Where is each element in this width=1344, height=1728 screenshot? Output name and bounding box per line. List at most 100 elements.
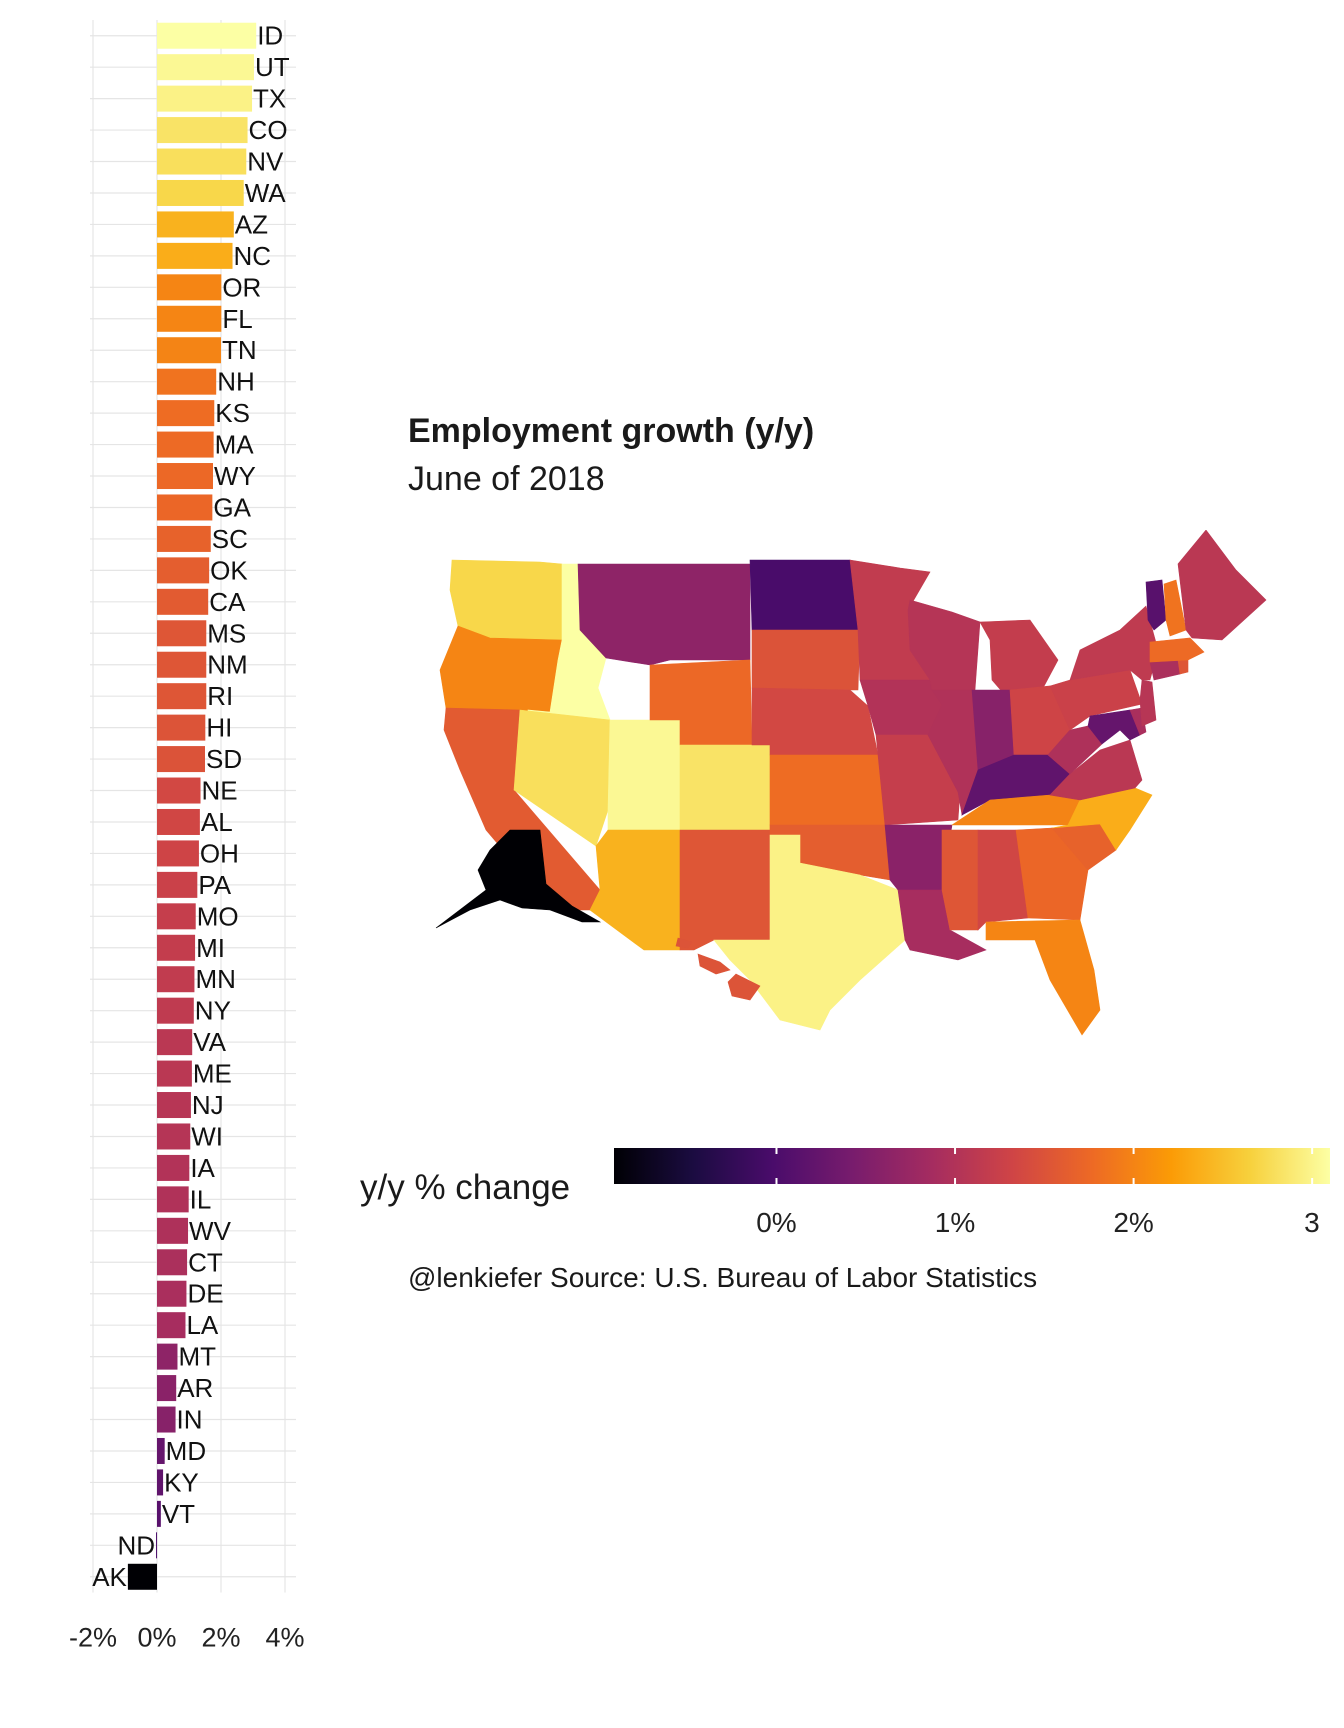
state-shapes <box>435 530 1267 1036</box>
bar-ut <box>157 54 254 81</box>
bar-la <box>157 1312 186 1339</box>
state-ga <box>1015 827 1089 921</box>
bar-ky <box>157 1469 164 1496</box>
bar-tx <box>157 85 253 112</box>
x-tick-label: 4% <box>265 1623 304 1653</box>
bar-ar <box>157 1375 177 1402</box>
bar-label-ms: MS <box>207 618 246 648</box>
bar-az <box>157 211 234 238</box>
state-ak <box>435 829 602 929</box>
state-tx <box>713 834 906 1031</box>
bar-label-va: VA <box>193 1027 226 1057</box>
state-mt <box>577 563 751 666</box>
state-ri <box>1177 659 1189 675</box>
bar-il <box>157 1186 189 1213</box>
state-mi <box>979 619 1059 696</box>
bar-ct <box>157 1249 188 1276</box>
bar-pa <box>157 871 198 898</box>
bar-vt <box>157 1500 161 1527</box>
x-tick-label: -2% <box>69 1623 117 1653</box>
bar-nc <box>157 242 233 269</box>
bar-label-nc: NC <box>234 241 272 271</box>
bar-label-ny: NY <box>195 996 231 1026</box>
bar-label-ia: IA <box>190 1153 215 1183</box>
map-subtitle: June of 2018 <box>408 460 605 498</box>
bar-mo <box>157 903 196 930</box>
bar-label-id: ID <box>257 21 283 51</box>
bar-al <box>157 808 200 835</box>
x-tick-label: 0% <box>137 1623 176 1653</box>
bar-or <box>157 274 222 301</box>
bar-label-az: AZ <box>235 209 268 239</box>
legend-ticks: 0% 1% 2% 3 <box>756 1148 1320 1238</box>
state-nd <box>749 559 861 631</box>
bar-ms <box>157 620 207 647</box>
bar-label-ky: KY <box>164 1467 199 1497</box>
state-hi-island-3 <box>727 973 761 1001</box>
bar-in <box>157 1406 176 1433</box>
bar-label-mn: MN <box>195 964 235 994</box>
state-ny <box>1069 605 1159 681</box>
bar-label-ut: UT <box>255 52 290 82</box>
bar-label-or: OR <box>222 272 261 302</box>
bar-label-fl: FL <box>222 304 252 334</box>
bar-id <box>157 22 257 49</box>
bar-ia <box>157 1154 190 1181</box>
state-md <box>1087 709 1141 745</box>
state-hi-island-2 <box>697 953 731 975</box>
bar-md <box>157 1437 165 1464</box>
legend-tick-label: 1% <box>935 1207 975 1238</box>
state-fl <box>985 919 1101 1036</box>
bar-label-nd: ND <box>117 1530 155 1560</box>
bar-mi <box>157 934 196 961</box>
bar-tn <box>157 337 221 364</box>
state-co <box>679 744 771 831</box>
bar-label-md: MD <box>166 1436 206 1466</box>
state-vt <box>1145 579 1167 631</box>
bar-ny <box>157 997 194 1024</box>
legend-tick-label: 2% <box>1113 1207 1153 1238</box>
x-tick-label: 2% <box>201 1623 240 1653</box>
bar-ne <box>157 777 201 804</box>
bar-ok <box>157 557 210 584</box>
bar-label-nm: NM <box>207 650 247 680</box>
bar-ks <box>157 400 215 427</box>
bar-label-nj: NJ <box>192 1090 224 1120</box>
bar-oh <box>157 840 199 867</box>
map-title: Employment growth (y/y) <box>408 412 815 450</box>
bar-label-ga: GA <box>213 492 251 522</box>
bar-nj <box>157 1092 191 1119</box>
bar-ga <box>157 494 213 521</box>
bar-label-nv: NV <box>247 147 284 177</box>
bar-label-wv: WV <box>189 1216 232 1246</box>
bar-nm <box>157 651 207 678</box>
bar-label-mt: MT <box>178 1342 216 1372</box>
state-az <box>589 829 681 951</box>
bar-nv <box>157 148 247 175</box>
bar-sd <box>157 746 205 773</box>
bar-label-hi: HI <box>206 713 232 743</box>
bar-label-ca: CA <box>209 587 246 617</box>
bar-wy <box>157 463 213 490</box>
state-ne <box>751 687 879 756</box>
bar-ak <box>127 1563 157 1590</box>
bar-label-ri: RI <box>207 681 233 711</box>
x-axis: -2% 0% 2% 4% <box>69 1623 305 1653</box>
bars: IDUTTXCONVWAAZNCORFLTNNHKSMAWYGASCOKCAMS… <box>92 21 290 1592</box>
bar-label-pa: PA <box>198 870 231 900</box>
bar-label-wa: WA <box>245 178 287 208</box>
legend-tick-label: 3 <box>1304 1207 1320 1238</box>
bar-label-vt: VT <box>162 1499 195 1529</box>
bar-ri <box>157 683 207 710</box>
bar-label-ar: AR <box>177 1373 213 1403</box>
state-me <box>1177 530 1267 641</box>
bar-ma <box>157 431 214 458</box>
bar-label-oh: OH <box>200 838 239 868</box>
bar-label-sd: SD <box>206 744 242 774</box>
bar-nh <box>157 368 217 395</box>
bar-label-ne: NE <box>202 776 238 806</box>
bar-hi <box>157 714 206 741</box>
bar-label-mo: MO <box>197 901 239 931</box>
bar-label-ok: OK <box>210 555 248 585</box>
bar-label-sc: SC <box>212 524 248 554</box>
